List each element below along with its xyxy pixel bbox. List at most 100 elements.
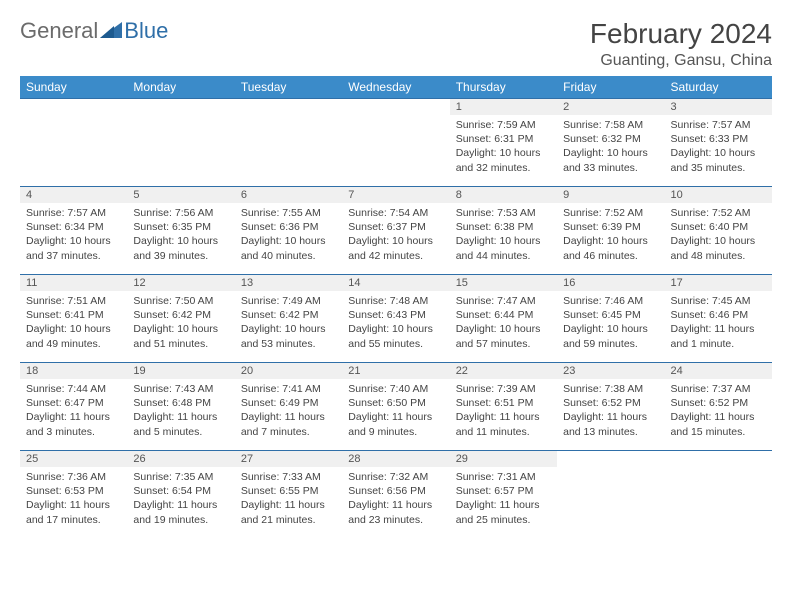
sunset-text: Sunset: 6:50 PM — [348, 396, 443, 410]
day-number: 11 — [20, 275, 127, 291]
location-text: Guanting, Gansu, China — [590, 52, 772, 70]
calendar-row: 25Sunrise: 7:36 AMSunset: 6:53 PMDayligh… — [20, 451, 772, 539]
sunrise-text: Sunrise: 7:51 AM — [26, 294, 121, 308]
title-block: February 2024 Guanting, Gansu, China — [590, 18, 772, 70]
calendar-cell: 27Sunrise: 7:33 AMSunset: 6:55 PMDayligh… — [235, 451, 342, 539]
daylight-text: Daylight: 11 hours and 13 minutes. — [563, 410, 658, 438]
day-content: Sunrise: 7:36 AMSunset: 6:53 PMDaylight:… — [20, 467, 127, 533]
day-content: Sunrise: 7:56 AMSunset: 6:35 PMDaylight:… — [127, 203, 234, 269]
day-number: 16 — [557, 275, 664, 291]
day-content: Sunrise: 7:53 AMSunset: 6:38 PMDaylight:… — [450, 203, 557, 269]
col-tuesday: Tuesday — [235, 76, 342, 99]
sunset-text: Sunset: 6:47 PM — [26, 396, 121, 410]
sunrise-text: Sunrise: 7:50 AM — [133, 294, 228, 308]
day-number: 2 — [557, 99, 664, 115]
sunset-text: Sunset: 6:42 PM — [241, 308, 336, 322]
sunrise-text: Sunrise: 7:37 AM — [671, 382, 766, 396]
day-content: Sunrise: 7:51 AMSunset: 6:41 PMDaylight:… — [20, 291, 127, 357]
col-saturday: Saturday — [665, 76, 772, 99]
daylight-text: Daylight: 10 hours and 44 minutes. — [456, 234, 551, 262]
day-number: 24 — [665, 363, 772, 379]
sunset-text: Sunset: 6:32 PM — [563, 132, 658, 146]
sunrise-text: Sunrise: 7:32 AM — [348, 470, 443, 484]
logo-text-general: General — [20, 18, 98, 44]
sunset-text: Sunset: 6:57 PM — [456, 484, 551, 498]
day-number: 9 — [557, 187, 664, 203]
sunset-text: Sunset: 6:52 PM — [563, 396, 658, 410]
daylight-text: Daylight: 10 hours and 35 minutes. — [671, 146, 766, 174]
daylight-text: Daylight: 11 hours and 23 minutes. — [348, 498, 443, 526]
calendar-cell: 17Sunrise: 7:45 AMSunset: 6:46 PMDayligh… — [665, 275, 772, 363]
day-number: 18 — [20, 363, 127, 379]
daylight-text: Daylight: 11 hours and 21 minutes. — [241, 498, 336, 526]
sunset-text: Sunset: 6:54 PM — [133, 484, 228, 498]
daylight-text: Daylight: 11 hours and 5 minutes. — [133, 410, 228, 438]
sunrise-text: Sunrise: 7:57 AM — [26, 206, 121, 220]
day-number: 14 — [342, 275, 449, 291]
day-number: 27 — [235, 451, 342, 467]
sunrise-text: Sunrise: 7:55 AM — [241, 206, 336, 220]
daylight-text: Daylight: 10 hours and 33 minutes. — [563, 146, 658, 174]
sunset-text: Sunset: 6:41 PM — [26, 308, 121, 322]
daylight-text: Daylight: 10 hours and 40 minutes. — [241, 234, 336, 262]
daylight-text: Daylight: 10 hours and 32 minutes. — [456, 146, 551, 174]
daylight-text: Daylight: 10 hours and 42 minutes. — [348, 234, 443, 262]
calendar-cell: 24Sunrise: 7:37 AMSunset: 6:52 PMDayligh… — [665, 363, 772, 451]
sunset-text: Sunset: 6:31 PM — [456, 132, 551, 146]
calendar-cell — [235, 99, 342, 187]
sunset-text: Sunset: 6:55 PM — [241, 484, 336, 498]
logo-triangle-icon — [100, 20, 122, 43]
daylight-text: Daylight: 10 hours and 49 minutes. — [26, 322, 121, 350]
sunrise-text: Sunrise: 7:39 AM — [456, 382, 551, 396]
page-title: February 2024 — [590, 18, 772, 50]
sunrise-text: Sunrise: 7:53 AM — [456, 206, 551, 220]
sunrise-text: Sunrise: 7:38 AM — [563, 382, 658, 396]
calendar-table: Sunday Monday Tuesday Wednesday Thursday… — [20, 76, 772, 539]
sunset-text: Sunset: 6:51 PM — [456, 396, 551, 410]
day-content: Sunrise: 7:50 AMSunset: 6:42 PMDaylight:… — [127, 291, 234, 357]
daylight-text: Daylight: 10 hours and 53 minutes. — [241, 322, 336, 350]
day-number: 4 — [20, 187, 127, 203]
sunrise-text: Sunrise: 7:35 AM — [133, 470, 228, 484]
col-wednesday: Wednesday — [342, 76, 449, 99]
sunrise-text: Sunrise: 7:46 AM — [563, 294, 658, 308]
daylight-text: Daylight: 10 hours and 55 minutes. — [348, 322, 443, 350]
sunset-text: Sunset: 6:42 PM — [133, 308, 228, 322]
calendar-cell — [342, 99, 449, 187]
sunrise-text: Sunrise: 7:40 AM — [348, 382, 443, 396]
sunset-text: Sunset: 6:45 PM — [563, 308, 658, 322]
sunset-text: Sunset: 6:36 PM — [241, 220, 336, 234]
sunset-text: Sunset: 6:46 PM — [671, 308, 766, 322]
sunset-text: Sunset: 6:52 PM — [671, 396, 766, 410]
calendar-row: 4Sunrise: 7:57 AMSunset: 6:34 PMDaylight… — [20, 187, 772, 275]
day-number: 7 — [342, 187, 449, 203]
daylight-text: Daylight: 10 hours and 57 minutes. — [456, 322, 551, 350]
day-content: Sunrise: 7:57 AMSunset: 6:34 PMDaylight:… — [20, 203, 127, 269]
calendar-cell: 16Sunrise: 7:46 AMSunset: 6:45 PMDayligh… — [557, 275, 664, 363]
calendar-cell: 19Sunrise: 7:43 AMSunset: 6:48 PMDayligh… — [127, 363, 234, 451]
day-content: Sunrise: 7:40 AMSunset: 6:50 PMDaylight:… — [342, 379, 449, 445]
day-content: Sunrise: 7:47 AMSunset: 6:44 PMDaylight:… — [450, 291, 557, 357]
logo: General Blue — [20, 18, 168, 44]
sunset-text: Sunset: 6:37 PM — [348, 220, 443, 234]
day-content: Sunrise: 7:35 AMSunset: 6:54 PMDaylight:… — [127, 467, 234, 533]
sunset-text: Sunset: 6:38 PM — [456, 220, 551, 234]
day-content: Sunrise: 7:54 AMSunset: 6:37 PMDaylight:… — [342, 203, 449, 269]
calendar-cell: 13Sunrise: 7:49 AMSunset: 6:42 PMDayligh… — [235, 275, 342, 363]
daylight-text: Daylight: 11 hours and 11 minutes. — [456, 410, 551, 438]
daylight-text: Daylight: 11 hours and 17 minutes. — [26, 498, 121, 526]
calendar-cell — [20, 99, 127, 187]
calendar-cell: 20Sunrise: 7:41 AMSunset: 6:49 PMDayligh… — [235, 363, 342, 451]
calendar-cell: 12Sunrise: 7:50 AMSunset: 6:42 PMDayligh… — [127, 275, 234, 363]
sunset-text: Sunset: 6:44 PM — [456, 308, 551, 322]
sunrise-text: Sunrise: 7:47 AM — [456, 294, 551, 308]
day-content: Sunrise: 7:32 AMSunset: 6:56 PMDaylight:… — [342, 467, 449, 533]
day-number: 13 — [235, 275, 342, 291]
sunset-text: Sunset: 6:34 PM — [26, 220, 121, 234]
calendar-cell: 6Sunrise: 7:55 AMSunset: 6:36 PMDaylight… — [235, 187, 342, 275]
calendar-cell: 5Sunrise: 7:56 AMSunset: 6:35 PMDaylight… — [127, 187, 234, 275]
calendar-cell: 3Sunrise: 7:57 AMSunset: 6:33 PMDaylight… — [665, 99, 772, 187]
calendar-cell: 18Sunrise: 7:44 AMSunset: 6:47 PMDayligh… — [20, 363, 127, 451]
daylight-text: Daylight: 11 hours and 9 minutes. — [348, 410, 443, 438]
daylight-text: Daylight: 10 hours and 46 minutes. — [563, 234, 658, 262]
